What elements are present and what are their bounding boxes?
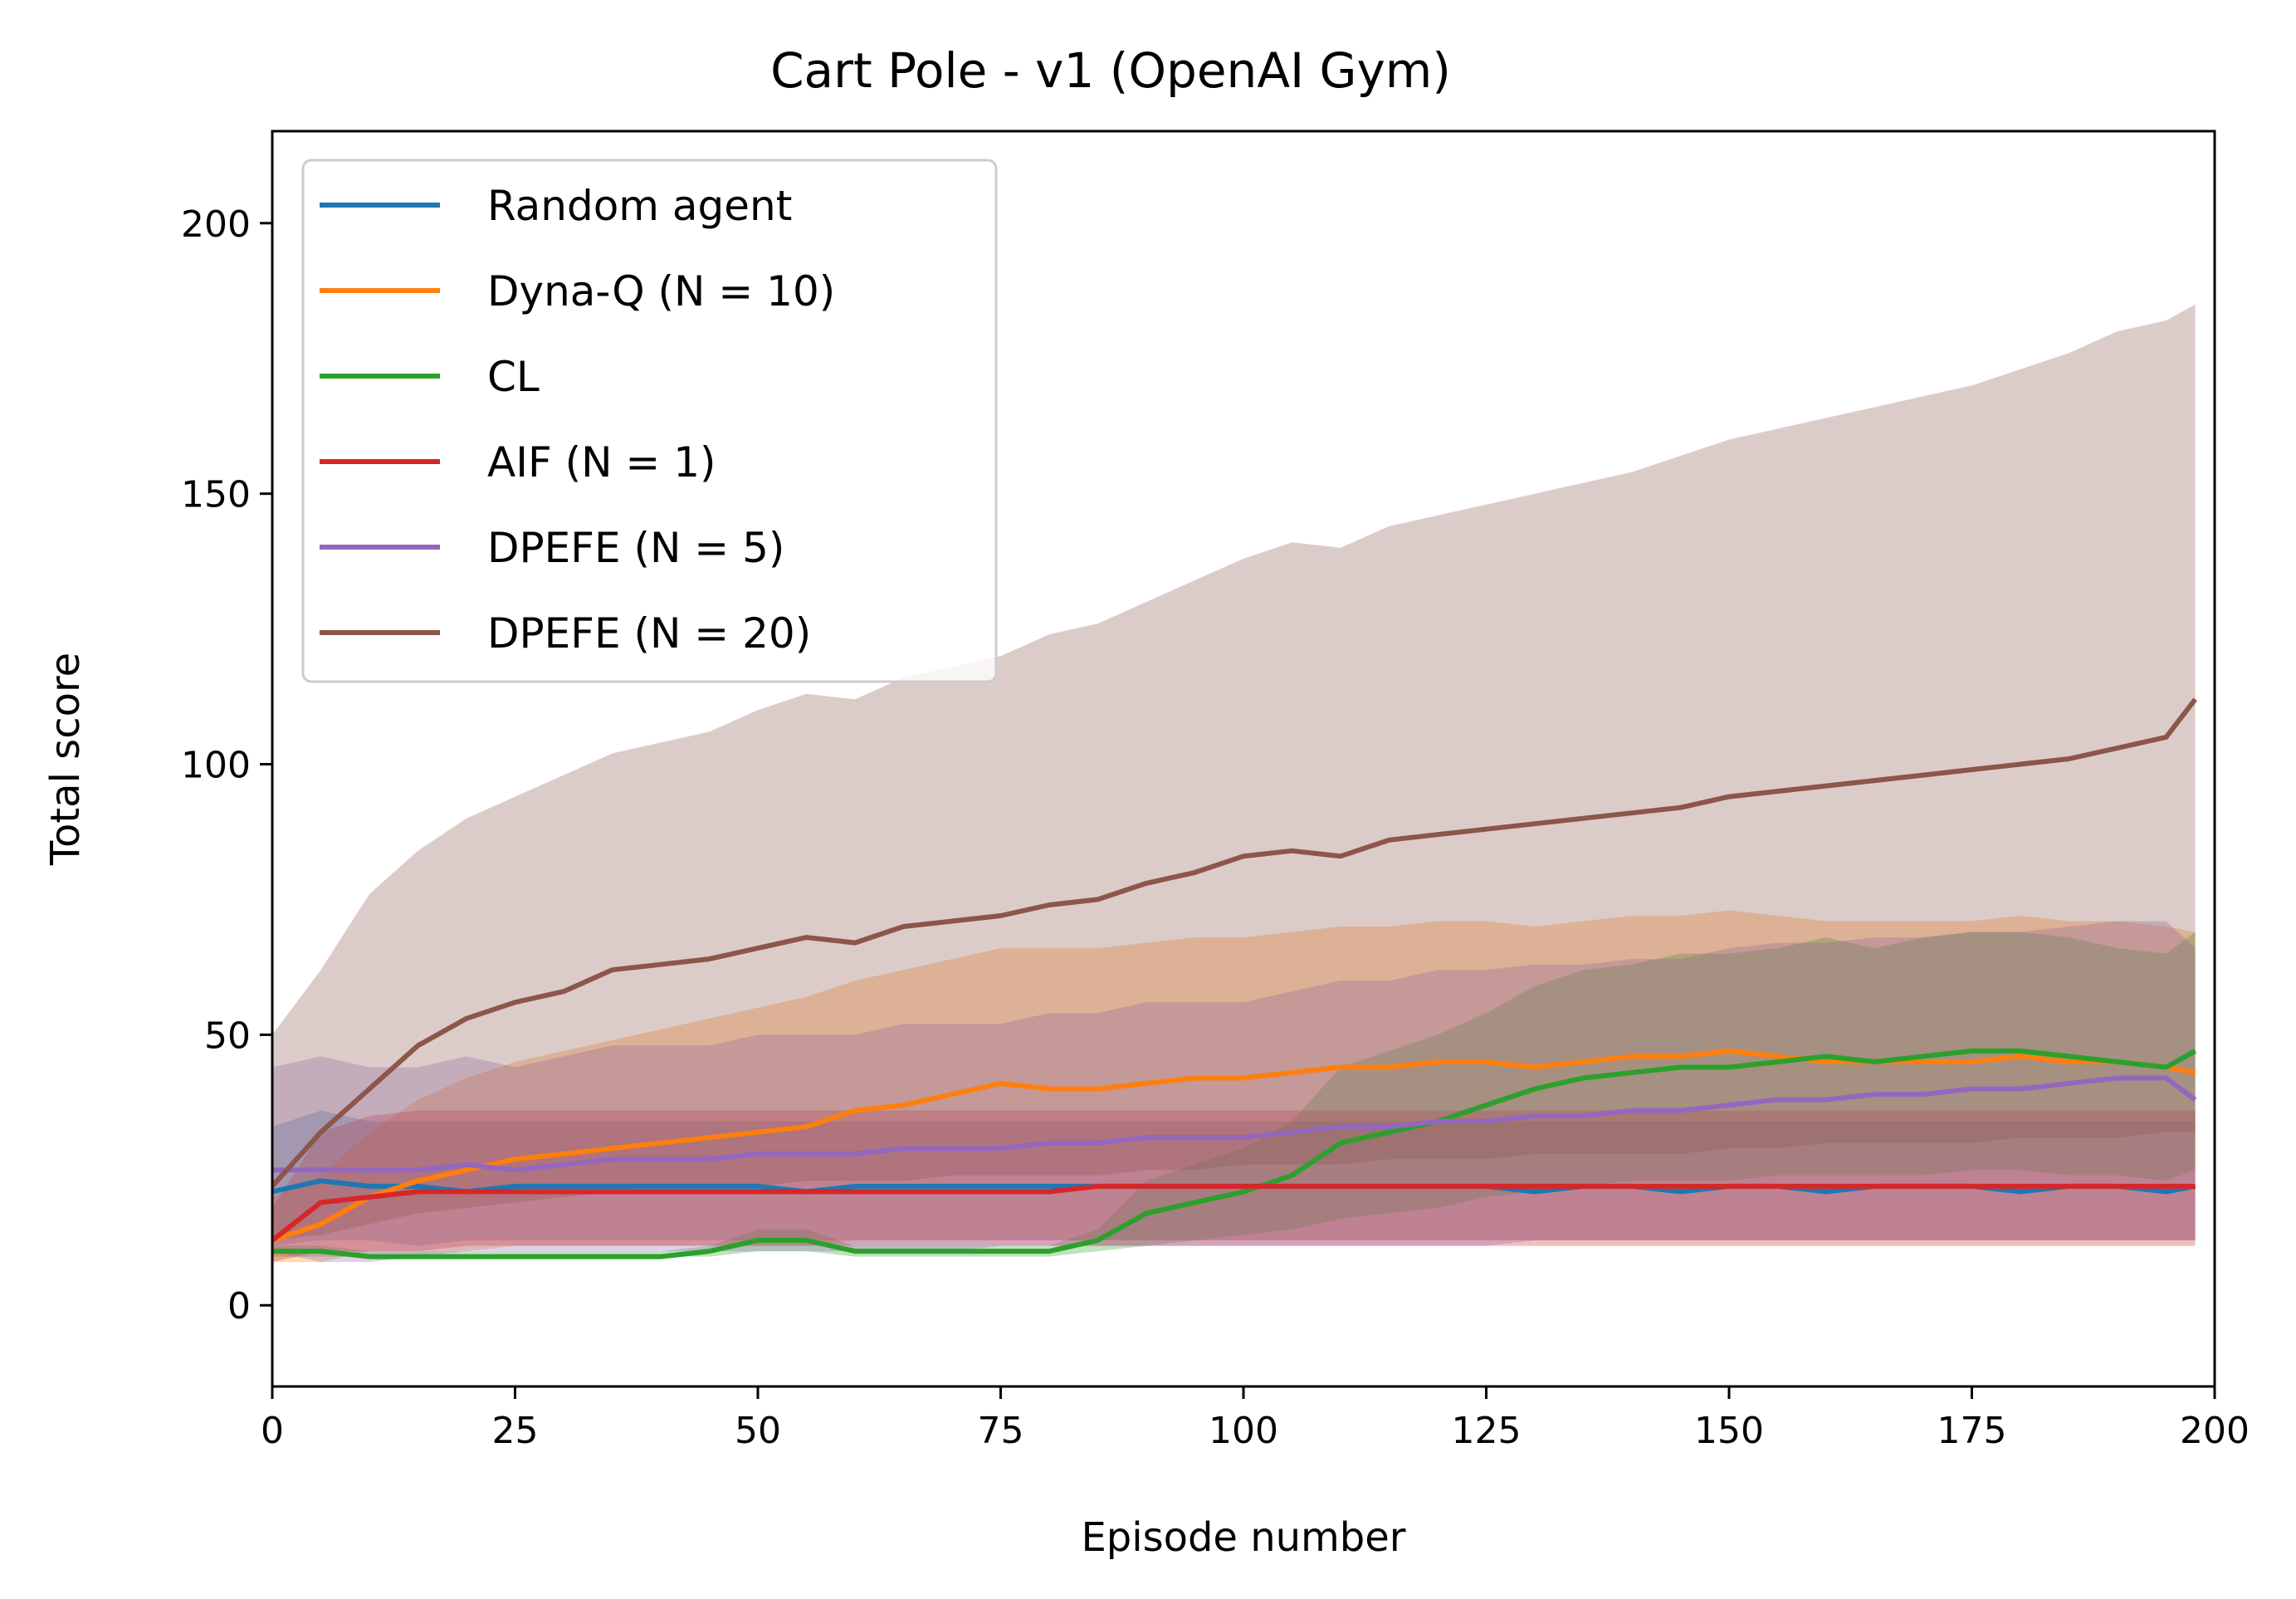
y-tick-label: 200 [181,203,251,246]
band-series-2 [272,932,2196,1257]
line-series-4 [272,1075,2197,1173]
x-tick-label: 200 [2180,1410,2250,1452]
legend-label: DPEFE (N = 5) [487,524,784,572]
x-tick-label: 50 [735,1410,781,1452]
x-tick-label: 0 [261,1410,284,1452]
legend-label: CL [487,353,540,401]
legend-label: DPEFE (N = 20) [487,609,811,658]
legend-label: Random agent [487,182,792,230]
line-series-5 [272,697,2197,1188]
legend: Random agent Dyna-Q (N = 10) CL AIF (N = 1)… [301,159,998,683]
plot-area [271,130,2216,1388]
x-tick-label: 175 [1937,1410,2007,1452]
x-tick-label: 25 [492,1410,539,1452]
y-axis: 0 50 100 150 200 [181,203,272,1328]
band-series-1 [272,910,2196,1263]
y-axis-title: Total score [42,653,89,866]
legend-box [301,159,998,683]
x-tick-label: 75 [978,1410,1024,1452]
y-tick-label: 0 [227,1285,251,1328]
y-tick-label: 100 [181,745,251,787]
x-tick-label: 125 [1452,1410,1522,1452]
band-series-5 [272,304,2196,1241]
y-tick-label: 150 [181,474,251,516]
x-tick-label: 100 [1209,1410,1278,1452]
chart-title: Cart Pole - v1 (OpenAI Gym) [770,42,1451,99]
x-tick-label: 150 [1694,1410,1764,1452]
x-axis: 0 25 50 75 100 125 150 175 200 [261,1386,2250,1452]
legend-label: AIF (N = 1) [487,438,716,487]
legend-label: Dyna-Q (N = 10) [487,267,835,315]
band-series-4 [272,921,2196,1263]
line-series-3 [272,1183,2196,1243]
band-series-0 [272,1110,2196,1246]
line-series-2 [272,1048,2197,1259]
y-tick-label: 50 [204,1015,251,1057]
confidence-bands [272,304,2196,1263]
series-lines [272,697,2197,1259]
x-axis-title: Episode number [1081,1514,1405,1561]
